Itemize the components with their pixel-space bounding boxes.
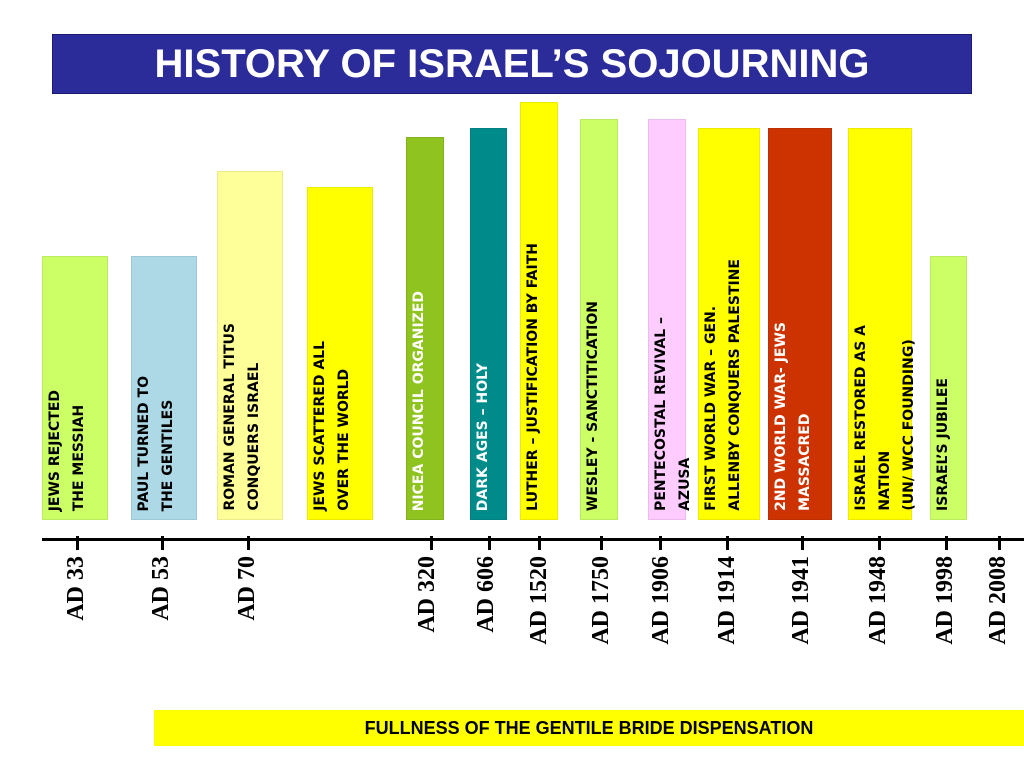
- event-label-jews-rejected: JEWS REJECTED THE MESSIAH: [47, 389, 87, 511]
- event-bar-wesley: WESLEY - SANCTITICATION: [580, 119, 618, 520]
- axis-tick-ww2: [801, 536, 804, 550]
- event-bar-nicea: NICEA COUNCIL ORGANIZED: [406, 137, 444, 520]
- event-bar-israel-restored: ISRAEL RESTORED AS A NATION (UN/ WCC FOU…: [848, 128, 917, 520]
- event-label-jews-scattered: JEWS SCATTERED ALL OVER THE WORLD: [312, 341, 352, 511]
- year-label-ww1: AD 1914: [714, 556, 740, 645]
- event-bar-luther: LUTHER – JUSTIFICATION BY FAITH: [520, 102, 558, 520]
- year-label-israel-restored: AD 1948: [865, 556, 891, 645]
- event-bar-jubilee: ISRAEL’S JUBILEE: [930, 256, 967, 520]
- event-label-wesley: WESLEY - SANCTITICATION: [585, 300, 601, 511]
- year-label-wesley: AD 1750: [588, 556, 614, 645]
- event-label-luther: LUTHER – JUSTIFICATION BY FAITH: [525, 243, 541, 511]
- axis-tick-nicea: [430, 536, 433, 550]
- event-bar-ww2: 2ND WORLD WAR- JEWS MASSACRED: [768, 128, 832, 520]
- timeline-axis: [42, 538, 1024, 541]
- year-label-pentecostal: AD 1906: [648, 556, 674, 645]
- dispensation-banner: FULLNESS OF THE GENTILE BRIDE DISPENSATI…: [154, 710, 1024, 746]
- event-label-pentecostal: PENTECOSTAL REVIVAL – AZUSA: [653, 317, 693, 511]
- timeline-bars: JEWS REJECTED THE MESSIAH PAUL TURNED TO …: [42, 102, 967, 520]
- event-label-nicea: NICEA COUNCIL ORGANIZED: [411, 290, 427, 511]
- axis-tick-jubilee: [945, 536, 948, 550]
- axis-tick-roman-titus: [247, 536, 250, 550]
- axis-tick-jews-rejected: [76, 536, 79, 550]
- event-bar-roman-titus: ROMAN GENERAL TITUS CONQUERS ISRAEL: [217, 171, 283, 520]
- year-label-ww2: AD 1941: [788, 556, 814, 645]
- axis-tick-israel-restored: [878, 536, 881, 550]
- year-label-paul-gentiles: AD 53: [148, 556, 174, 621]
- event-bar-jews-rejected: JEWS REJECTED THE MESSIAH: [42, 256, 108, 520]
- axis-tick-paul-gentiles: [161, 536, 164, 550]
- event-label-paul-gentiles: PAUL TURNED TO THE GENTILES: [136, 375, 176, 511]
- event-label-jubilee: ISRAEL’S JUBILEE: [935, 378, 951, 511]
- year-label-dark-ages: AD 606: [473, 556, 499, 633]
- event-bar-dark-ages: DARK AGES – HOLY: [470, 128, 507, 520]
- event-bar-jews-scattered: JEWS SCATTERED ALL OVER THE WORLD: [307, 187, 373, 520]
- event-label-ww2: 2ND WORLD WAR- JEWS MASSACRED: [773, 322, 813, 511]
- axis-tick-ww1: [726, 536, 729, 550]
- axis-tick-luther: [538, 536, 541, 550]
- event-bar-pentecostal: PENTECOSTAL REVIVAL – AZUSA: [648, 119, 693, 520]
- event-bar-paul-gentiles: PAUL TURNED TO THE GENTILES: [131, 256, 197, 520]
- year-label-jews-rejected: AD 33: [63, 556, 89, 621]
- axis-tick-dark-ages: [488, 536, 491, 550]
- page-title: HISTORY OF ISRAEL’S SOJOURNING: [52, 34, 972, 94]
- axis-tick-ad-2008: [998, 536, 1001, 550]
- year-label-jubilee: AD 1998: [932, 556, 958, 645]
- event-label-dark-ages: DARK AGES – HOLY: [475, 362, 491, 511]
- event-label-roman-titus: ROMAN GENERAL TITUS CONQUERS ISRAEL: [222, 323, 262, 511]
- year-label-ad-2008: AD 2008: [985, 556, 1011, 645]
- year-label-roman-titus: AD 70: [234, 556, 260, 621]
- event-label-ww1: FIRST WORLD WAR – GEN. ALLENBY CONQUERS …: [703, 259, 743, 511]
- axis-tick-wesley: [600, 536, 603, 550]
- year-label-nicea: AD 320: [414, 556, 440, 633]
- event-label-israel-restored: ISRAEL RESTORED AS A NATION (UN/ WCC FOU…: [853, 325, 917, 511]
- event-bar-ww1: FIRST WORLD WAR – GEN. ALLENBY CONQUERS …: [698, 128, 760, 520]
- axis-tick-pentecostal: [659, 536, 662, 550]
- year-label-luther: AD 1520: [526, 556, 552, 645]
